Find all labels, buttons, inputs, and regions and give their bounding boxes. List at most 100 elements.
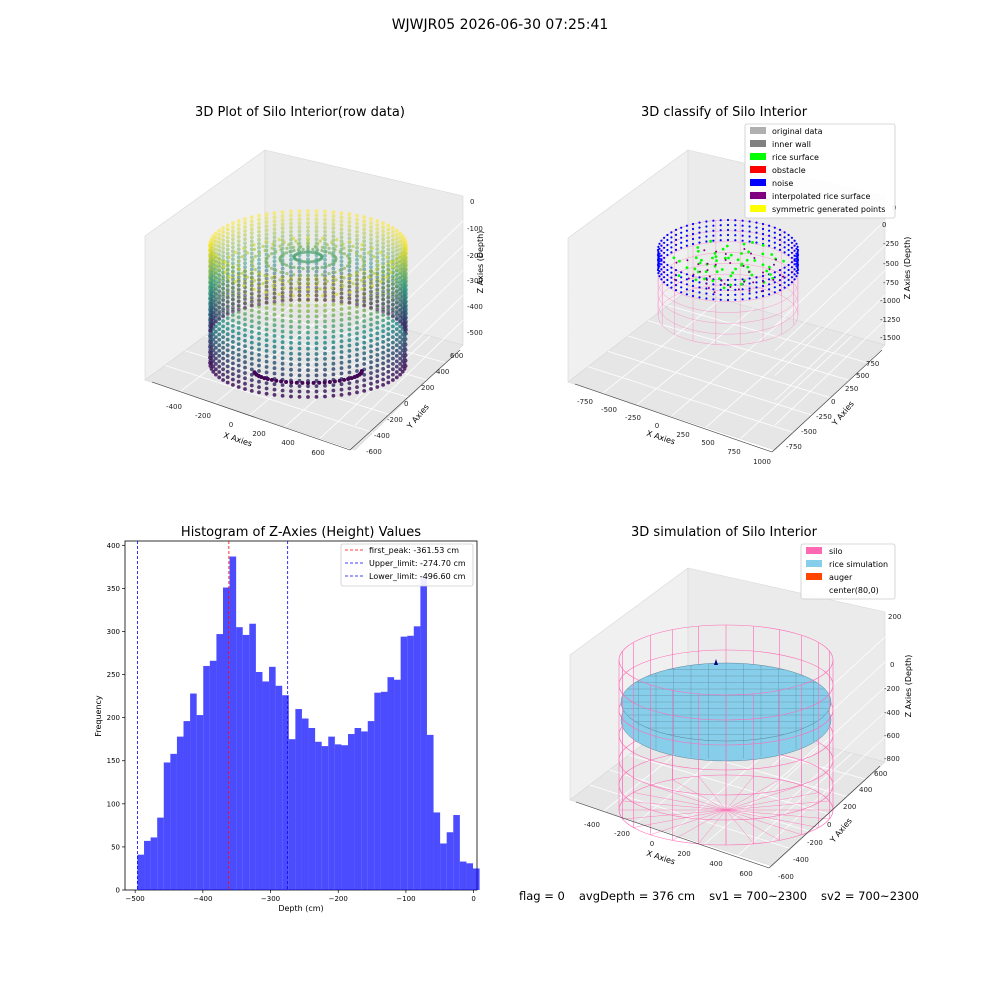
raw-point	[306, 244, 310, 248]
raw-point	[231, 241, 235, 246]
raw-point	[386, 292, 391, 296]
raw-point	[339, 271, 344, 276]
raw-point	[249, 346, 254, 350]
raw-point	[245, 275, 249, 279]
raw-point	[297, 277, 302, 282]
noise-point	[680, 291, 683, 294]
raw-point	[323, 373, 327, 377]
raw-point	[398, 345, 402, 350]
noise-point	[755, 226, 758, 229]
raw-point	[214, 372, 218, 377]
rice-surface-point	[678, 259, 681, 263]
raw-point	[243, 237, 247, 242]
noise-point	[685, 293, 689, 296]
x-tick-label: 0	[655, 422, 659, 430]
raw-point	[375, 235, 380, 239]
raw-point	[225, 227, 230, 232]
raw-point	[386, 251, 391, 256]
y-tick-label: 0	[831, 398, 835, 406]
raw-point	[243, 221, 247, 225]
noise-point	[734, 298, 737, 301]
raw-point	[272, 231, 277, 236]
noise-point	[685, 224, 689, 227]
noise-point	[796, 245, 799, 248]
raw-point	[221, 250, 226, 255]
histogram-bar	[380, 691, 388, 890]
raw-point	[331, 356, 336, 361]
simulation-3d-plot: 3D simulation of Silo Interior -400 -200…	[569, 525, 913, 881]
raw-point	[292, 265, 296, 269]
raw-point	[296, 248, 300, 252]
raw-point	[231, 265, 235, 270]
x-axis-label: X Axies	[222, 431, 253, 449]
raw-point	[390, 265, 394, 269]
raw-point	[249, 251, 254, 256]
raw-point	[359, 268, 363, 272]
silo-floor-spoke	[725, 779, 780, 811]
legend-swatch	[806, 560, 822, 567]
rice-surface-point	[696, 249, 700, 253]
raw-point	[314, 325, 319, 329]
raw-point	[369, 249, 373, 254]
y-tick-label: 400	[436, 368, 449, 376]
noise-point	[793, 259, 796, 262]
z-tick-label: 0	[882, 221, 886, 229]
raw-point	[386, 271, 391, 276]
raw-point	[301, 267, 305, 271]
raw-point	[331, 298, 336, 303]
raw-point	[314, 303, 319, 308]
raw-point	[355, 326, 359, 330]
raw-point	[375, 267, 379, 271]
silo-floor-spoke	[725, 785, 802, 811]
sv2-value: sv2 = 700~2300	[821, 889, 919, 903]
noise-point	[790, 276, 794, 279]
raw-point	[249, 340, 254, 345]
rice-surface-point	[723, 256, 727, 260]
raw-point	[306, 250, 310, 254]
raw-point	[339, 318, 344, 322]
raw-point	[225, 231, 230, 236]
histogram-bar	[440, 843, 447, 890]
raw-point	[289, 394, 293, 399]
raw-point	[236, 299, 241, 304]
raw-point	[370, 284, 374, 288]
raw-point	[381, 356, 385, 360]
raw-point	[249, 335, 254, 340]
noise-point	[755, 221, 758, 224]
raw-point	[355, 213, 359, 218]
raw-point	[398, 372, 402, 377]
raw-point	[331, 329, 336, 334]
raw-point	[264, 311, 269, 316]
raw-point	[221, 367, 226, 372]
histogram-bar	[262, 681, 270, 890]
raw-point	[347, 306, 352, 310]
raw-point	[403, 292, 408, 297]
raw-point	[217, 305, 222, 309]
noise-point	[755, 231, 758, 234]
raw-point	[291, 294, 295, 298]
z-tick-label: -300	[467, 277, 483, 285]
noise-point	[790, 281, 794, 284]
raw-point	[257, 331, 261, 336]
raw-point	[291, 236, 295, 240]
raw-point	[243, 381, 247, 386]
noise-point	[685, 278, 689, 281]
raw-point	[400, 353, 405, 358]
raw-point	[400, 337, 405, 342]
raw-point	[306, 384, 310, 389]
raw-point	[272, 339, 277, 344]
raw-point	[369, 233, 373, 237]
raw-point	[253, 268, 257, 272]
rice-surface-point	[745, 258, 749, 262]
raw-point	[270, 252, 274, 256]
legend-frame	[744, 123, 896, 219]
raw-point	[231, 313, 235, 317]
rice-surface-point	[768, 265, 771, 269]
silo-floor-spoke	[650, 809, 727, 835]
raw-point	[381, 277, 385, 282]
x-tick-label: −400	[193, 895, 212, 903]
raw-point	[347, 370, 352, 375]
rice-surface-point	[672, 256, 676, 260]
raw-point	[355, 294, 359, 298]
x-tick-label: −300	[261, 895, 280, 903]
